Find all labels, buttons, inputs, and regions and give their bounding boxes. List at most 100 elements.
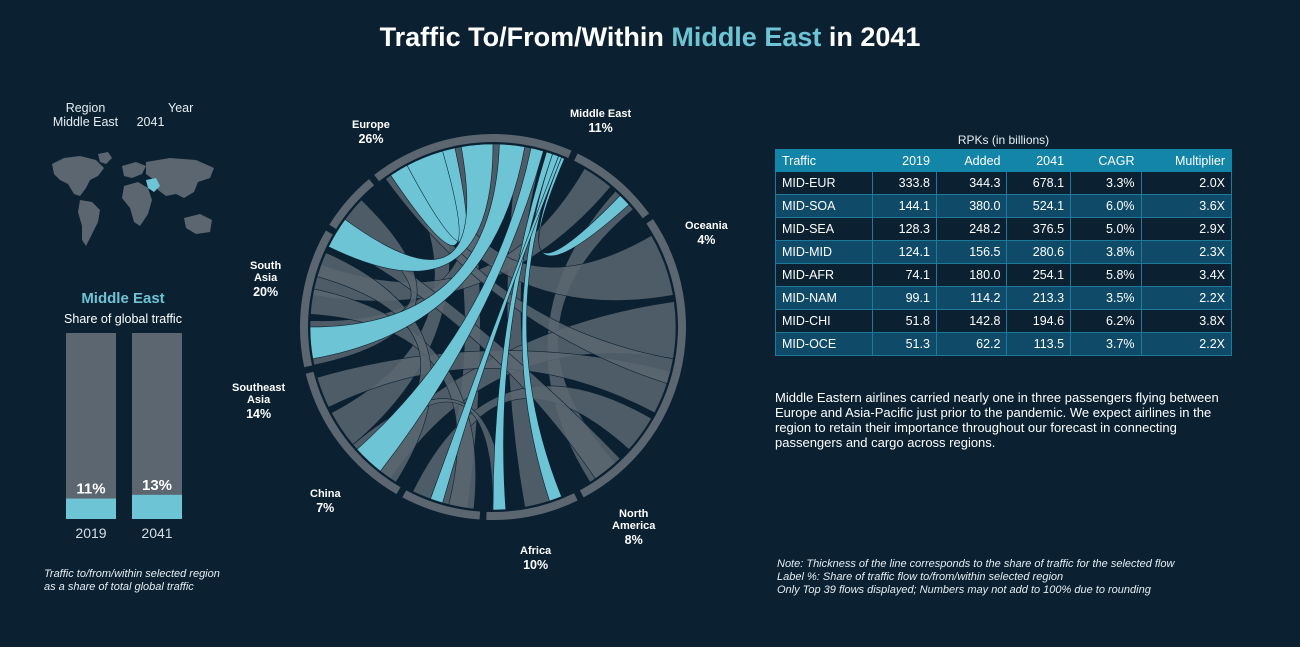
table-cell: 2.2X	[1140, 286, 1233, 310]
table-row[interactable]: MID-MID 124.1 156.5 280.6 3.8% 2.3X	[774, 240, 1233, 264]
share-bar-background	[132, 333, 182, 519]
table-header-cell[interactable]: Added	[935, 149, 1008, 172]
chord-label-name: America	[612, 520, 656, 532]
table-row[interactable]: MID-CHI 51.8 142.8 194.6 6.2% 3.8X	[774, 309, 1233, 333]
table-row[interactable]: MID-AFR 74.1 180.0 254.1 5.8% 3.4X	[774, 263, 1233, 287]
share-footnote: Traffic to/from/within selected region a…	[44, 568, 220, 594]
table-cell: 254.1	[1006, 263, 1072, 287]
chord-ribbon-middle-east[interactable]	[492, 151, 553, 511]
table-cell: 3.4X	[1140, 263, 1233, 287]
share-bar-2041[interactable]	[132, 494, 182, 519]
share-footnote-line1: Traffic to/from/within selected region	[44, 568, 220, 580]
chord-label-pct: 8%	[624, 533, 643, 547]
chord-segment-arc[interactable]	[486, 493, 578, 520]
table-cell: 2.0X	[1140, 171, 1233, 195]
chord-label-name: Africa	[520, 545, 552, 557]
chord-label-name: Europe	[352, 119, 390, 131]
chord-label-pct: 26%	[358, 132, 384, 146]
chord-ribbon-middle-east[interactable]	[309, 143, 526, 360]
region-filter[interactable]: Region Middle East	[48, 101, 123, 129]
table-cell: 5.8%	[1070, 263, 1142, 287]
share-bar-2019[interactable]	[66, 498, 116, 519]
table-cell: 3.3%	[1070, 171, 1142, 195]
chord-segment-arc[interactable]	[374, 134, 572, 182]
table-cell: MID-CHI	[774, 309, 874, 333]
table-cell: 128.3	[872, 217, 937, 241]
chord-label-name: North	[619, 508, 649, 520]
chord-label-china: China 7%	[310, 488, 341, 514]
note-line: Only Top 39 flows displayed; Numbers may…	[777, 584, 1151, 596]
table-cell: 144.1	[872, 194, 937, 218]
chord-label-pct: 11%	[588, 121, 613, 135]
chord-label-oceania: Oceania 4%	[685, 220, 728, 246]
chord-ribbon-middle-east[interactable]	[390, 147, 467, 246]
title-suffix: in 2041	[821, 22, 921, 52]
chord-label-southeast-asia: Southeast Asia 14%	[232, 382, 285, 420]
table-cell: 6.0%	[1070, 194, 1142, 218]
table-cell: 2.2X	[1140, 332, 1233, 356]
chord-label-north-america: North America 8%	[612, 508, 655, 546]
chord-label-name: Oceania	[685, 220, 728, 232]
chord-ribbons	[309, 143, 677, 511]
table-cell: 51.8	[872, 309, 937, 333]
chord-label-name: Asia	[253, 272, 278, 284]
table-row[interactable]: MID-SOA 144.1 380.0 524.1 6.0% 3.6X	[774, 194, 1233, 218]
table-cell: MID-NAM	[774, 286, 874, 310]
chord-label-pct: 14%	[246, 407, 272, 421]
table-cell: 5.0%	[1070, 217, 1142, 241]
chord-diagram	[300, 134, 686, 520]
table-cell: 3.8X	[1140, 309, 1233, 333]
table-header-cell[interactable]: Multiplier	[1140, 149, 1233, 172]
table-header-cell[interactable]: 2041	[1006, 149, 1072, 172]
chord-arcs	[300, 134, 686, 520]
table-row[interactable]: MID-SEA 128.3 248.2 376.5 5.0% 2.9X	[774, 217, 1233, 241]
share-footnote-line2: as a share of total global traffic	[44, 581, 194, 593]
table-cell: MID-SOA	[774, 194, 874, 218]
chord-segment-arc[interactable]	[402, 490, 481, 520]
share-subtitle: Share of global traffic	[64, 312, 182, 326]
year-filter[interactable]: Year 2041	[128, 101, 194, 129]
table-cell: 99.1	[872, 286, 937, 310]
table-cell: MID-SEA	[774, 217, 874, 241]
share-bar-chart: 11% 2019 13% 2041	[66, 333, 182, 541]
share-bar-category-label: 2041	[141, 525, 172, 541]
share-bar-category-label: 2019	[75, 525, 106, 541]
chord-segment-arc[interactable]	[574, 153, 650, 219]
table-header-cell[interactable]: Traffic	[774, 149, 874, 172]
table-cell: 248.2	[935, 217, 1008, 241]
table-caption: RPKs (in billions)	[957, 133, 1050, 147]
chord-segment-arc[interactable]	[305, 371, 401, 495]
table-cell: 156.5	[935, 240, 1008, 264]
table-cell: 3.7%	[1070, 332, 1142, 356]
table-header-cell[interactable]: 2019	[872, 149, 937, 172]
table-cell: 3.8%	[1070, 240, 1142, 264]
chord-segment-arc[interactable]	[300, 230, 333, 368]
table-row[interactable]: MID-OCE 51.3 62.2 113.5 3.7% 2.2X	[774, 332, 1233, 356]
year-filter-label: Year	[168, 101, 194, 115]
table-cell: 678.1	[1006, 171, 1072, 195]
chord-ribbon-middle-east[interactable]	[356, 147, 544, 472]
table-header-cell[interactable]: CAGR	[1070, 149, 1142, 172]
note-line: Label %: Share of traffic flow to/from/w…	[777, 571, 1064, 583]
table-row[interactable]: MID-NAM 99.1 114.2 213.3 3.5% 2.2X	[774, 286, 1233, 310]
australia-shape	[184, 214, 212, 234]
north-america-shape	[52, 156, 104, 196]
table-cell: 74.1	[872, 263, 937, 287]
chord-ribbon-middle-east[interactable]	[538, 156, 630, 257]
description-text: Middle Eastern airlines carried nearly o…	[775, 390, 1219, 450]
table-cell: 333.8	[872, 171, 937, 195]
share-bar-value-label: 11%	[76, 481, 105, 498]
chord-ribbon-middle-east[interactable]	[328, 143, 494, 272]
table-cell: 376.5	[1006, 217, 1072, 241]
africa-shape	[122, 182, 152, 226]
table-row[interactable]: MID-EUR 333.8 344.3 678.1 3.3% 2.0X	[774, 171, 1233, 195]
table-cell: MID-MID	[774, 240, 874, 264]
page-title: Traffic To/From/Within Middle East in 20…	[0, 22, 1300, 53]
chord-ribbon-middle-east[interactable]	[430, 155, 562, 504]
table-cell: 2.3X	[1140, 240, 1233, 264]
chord-label-name: Asia	[246, 394, 271, 406]
table-header-row: Traffic 2019 Added 2041 CAGR Multiplier	[774, 149, 1233, 172]
chord-segment-arc[interactable]	[329, 179, 375, 229]
table-cell: 213.3	[1006, 286, 1072, 310]
table-cell: MID-EUR	[774, 171, 874, 195]
